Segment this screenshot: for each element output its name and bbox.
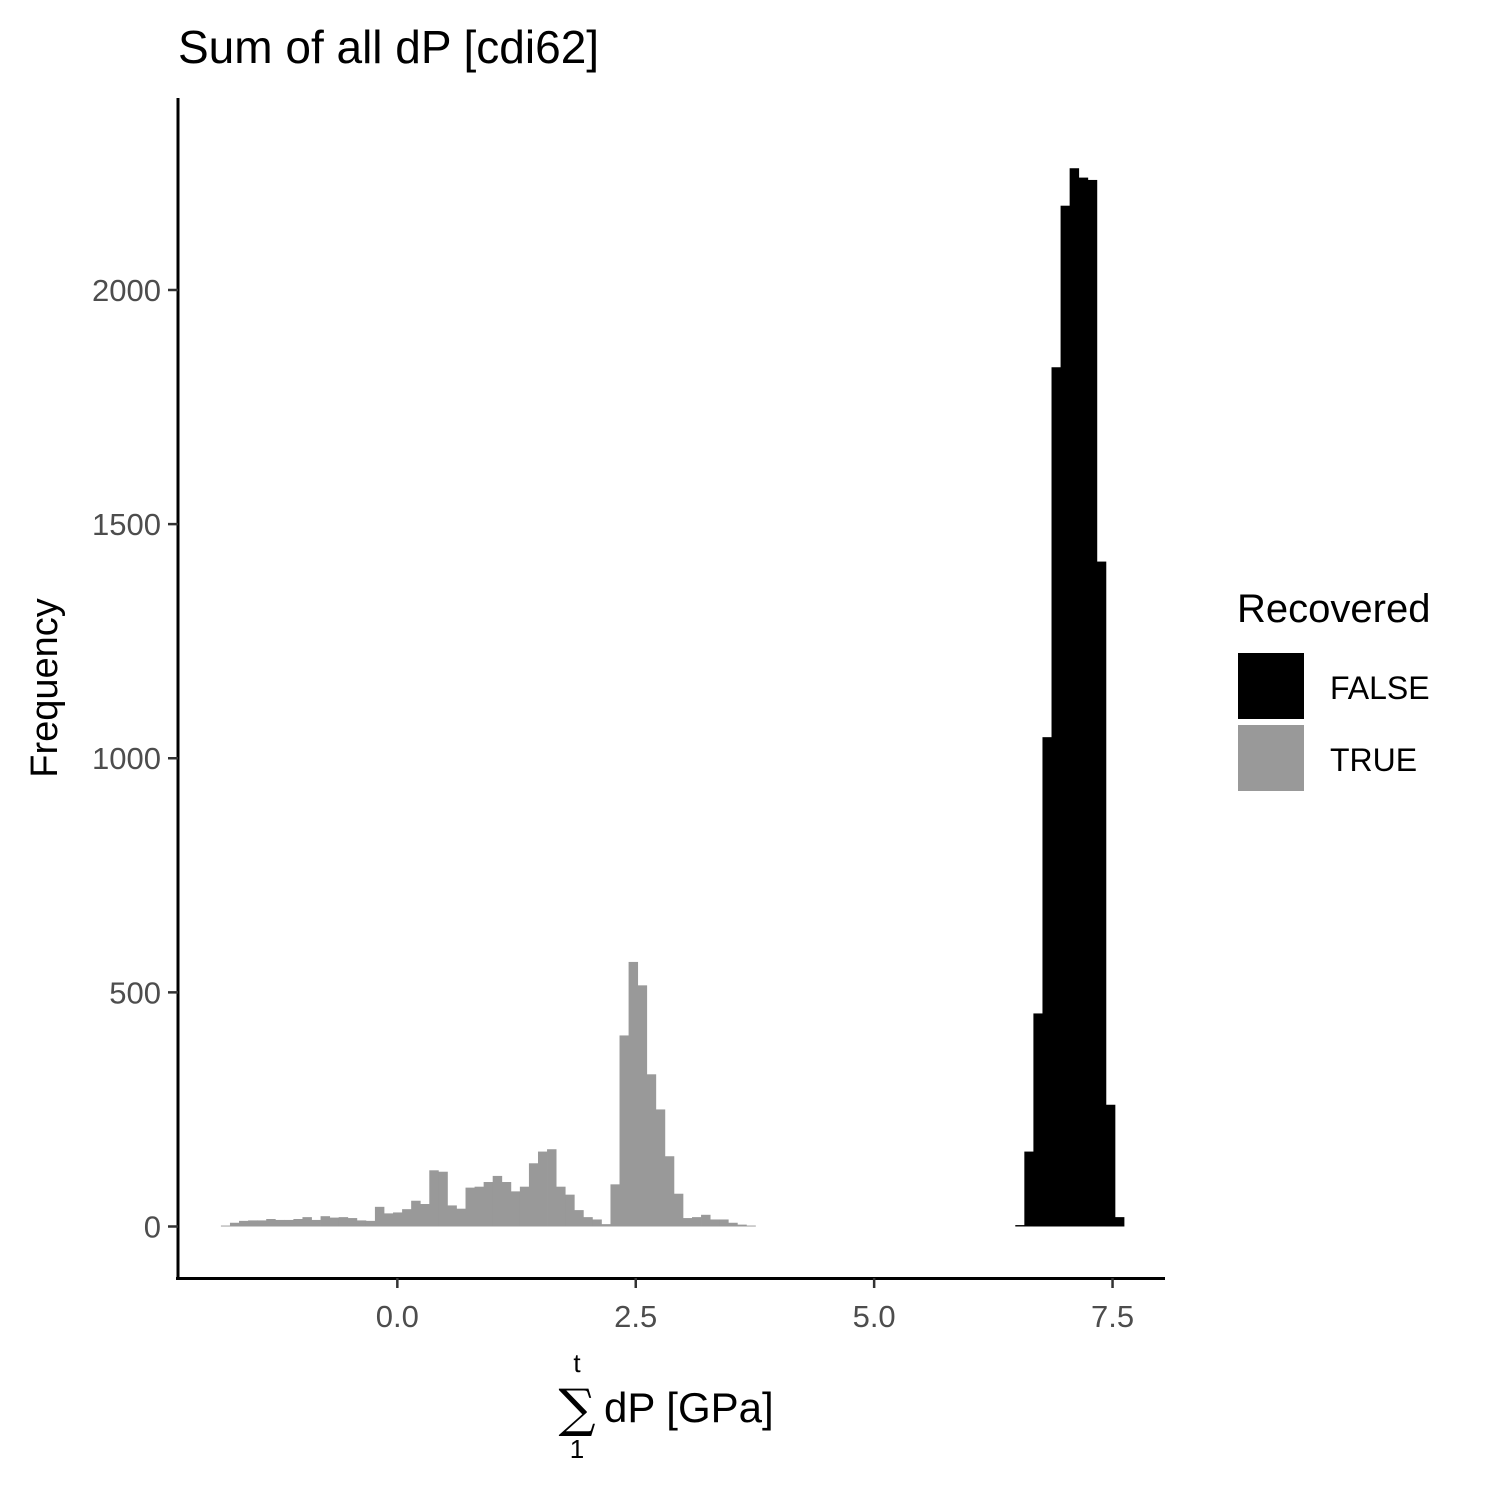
legend-label-true: TRUE — [1330, 742, 1417, 778]
bar-false-1 — [1024, 1151, 1034, 1227]
bar-true-5 — [266, 1219, 276, 1227]
bar-true-57 — [737, 1224, 747, 1227]
bar-true-33 — [519, 1186, 530, 1227]
bar-true-36 — [547, 1149, 557, 1227]
x-axis-title: t ∑ 1 dP [GPa] — [558, 1348, 773, 1464]
bar-false-5 — [1060, 205, 1071, 1227]
bar-true-1 — [229, 1222, 240, 1227]
bar-true-42 — [601, 1224, 611, 1227]
x-tick-label: 5.0 — [853, 1299, 896, 1334]
bar-true-43 — [610, 1184, 620, 1227]
bar-false-7 — [1078, 177, 1089, 1227]
x-axis-title-sum-symbol: ∑ — [558, 1379, 595, 1439]
bar-true-27 — [465, 1187, 475, 1227]
bar-true-3 — [248, 1220, 258, 1227]
bar-true-58 — [746, 1225, 756, 1227]
series-true-bars — [220, 961, 756, 1227]
bar-false-10 — [1105, 1104, 1116, 1227]
bar-false-0 — [1015, 1225, 1025, 1227]
bar-true-30 — [492, 1175, 503, 1227]
x-axis-ticks: 0.0 2.5 5.0 7.5 — [376, 1278, 1134, 1334]
series-false-bars — [1015, 168, 1125, 1227]
x-tick-label: 7.5 — [1091, 1299, 1134, 1334]
bar-true-6 — [275, 1219, 285, 1227]
bar-true-41 — [592, 1219, 602, 1227]
bar-true-9 — [302, 1217, 312, 1227]
bar-true-34 — [528, 1163, 539, 1227]
bar-true-10 — [311, 1219, 321, 1227]
bar-false-6 — [1069, 168, 1080, 1227]
bar-true-13 — [338, 1217, 349, 1227]
bar-true-12 — [329, 1217, 340, 1227]
bar-true-39 — [574, 1210, 584, 1227]
bar-true-20 — [402, 1209, 412, 1227]
x-tick-label: 0.0 — [376, 1299, 419, 1334]
y-tick-label: 0 — [144, 1209, 161, 1244]
bar-true-32 — [510, 1191, 521, 1227]
y-tick-label: 2000 — [92, 273, 161, 308]
legend: Recovered FALSE TRUE — [1237, 587, 1430, 791]
bar-true-17 — [374, 1206, 385, 1227]
x-axis-title-sum-upper: t — [573, 1348, 581, 1378]
bar-true-49 — [664, 1156, 675, 1227]
bar-true-28 — [474, 1186, 485, 1227]
bar-true-21 — [411, 1200, 421, 1227]
bar-true-19 — [393, 1212, 403, 1227]
legend-title: Recovered — [1237, 587, 1430, 631]
bar-true-29 — [483, 1182, 494, 1227]
bar-true-50 — [673, 1193, 684, 1227]
bar-true-35 — [537, 1151, 548, 1227]
bar-true-56 — [728, 1222, 738, 1227]
bar-false-11 — [1114, 1217, 1125, 1227]
bar-true-16 — [365, 1220, 376, 1227]
bar-false-9 — [1096, 561, 1107, 1227]
y-tick-label: 1500 — [92, 507, 161, 542]
bar-true-14 — [347, 1218, 358, 1227]
bar-true-46 — [637, 985, 648, 1227]
bar-true-8 — [293, 1219, 303, 1227]
bar-true-4 — [257, 1220, 267, 1227]
bar-false-8 — [1087, 179, 1098, 1227]
bar-true-24 — [438, 1171, 448, 1227]
bar-true-51 — [682, 1218, 693, 1227]
bar-false-2 — [1033, 1013, 1043, 1227]
bar-true-2 — [239, 1220, 249, 1227]
bar-true-54 — [710, 1219, 720, 1227]
bar-true-52 — [692, 1217, 702, 1227]
bar-true-40 — [583, 1217, 593, 1227]
bar-true-55 — [719, 1219, 729, 1227]
y-axis-title: Frequency — [24, 598, 66, 778]
chart-title: Sum of all dP [cdi62] — [178, 21, 599, 73]
y-axis-ticks: 0 500 1000 1500 2000 — [92, 273, 178, 1244]
bar-true-31 — [501, 1182, 512, 1227]
bar-true-47 — [646, 1074, 657, 1227]
legend-key-false — [1238, 653, 1304, 719]
x-tick-label: 2.5 — [614, 1299, 657, 1334]
bar-true-22 — [420, 1204, 430, 1227]
legend-key-true — [1238, 725, 1304, 791]
bar-true-0 — [220, 1225, 231, 1227]
y-tick-label: 1000 — [92, 741, 161, 776]
bar-true-53 — [701, 1214, 711, 1227]
bar-true-44 — [619, 1035, 629, 1227]
bar-true-25 — [447, 1205, 457, 1227]
bar-true-45 — [628, 961, 639, 1227]
bar-false-3 — [1042, 737, 1052, 1227]
bar-true-26 — [456, 1208, 466, 1227]
x-axis-title-sum-lower: 1 — [570, 1434, 584, 1464]
x-axis-title-text: dP [GPa] — [604, 1384, 774, 1431]
bar-true-38 — [565, 1194, 575, 1227]
bar-false-4 — [1051, 367, 1061, 1227]
y-tick-label: 500 — [109, 975, 161, 1010]
bar-true-48 — [655, 1109, 666, 1227]
bar-true-23 — [429, 1170, 439, 1227]
bar-true-18 — [383, 1213, 394, 1227]
bar-true-37 — [556, 1186, 566, 1227]
bar-true-15 — [356, 1220, 367, 1227]
legend-label-false: FALSE — [1330, 670, 1430, 706]
bar-true-7 — [284, 1219, 294, 1227]
bar-true-11 — [320, 1216, 331, 1227]
